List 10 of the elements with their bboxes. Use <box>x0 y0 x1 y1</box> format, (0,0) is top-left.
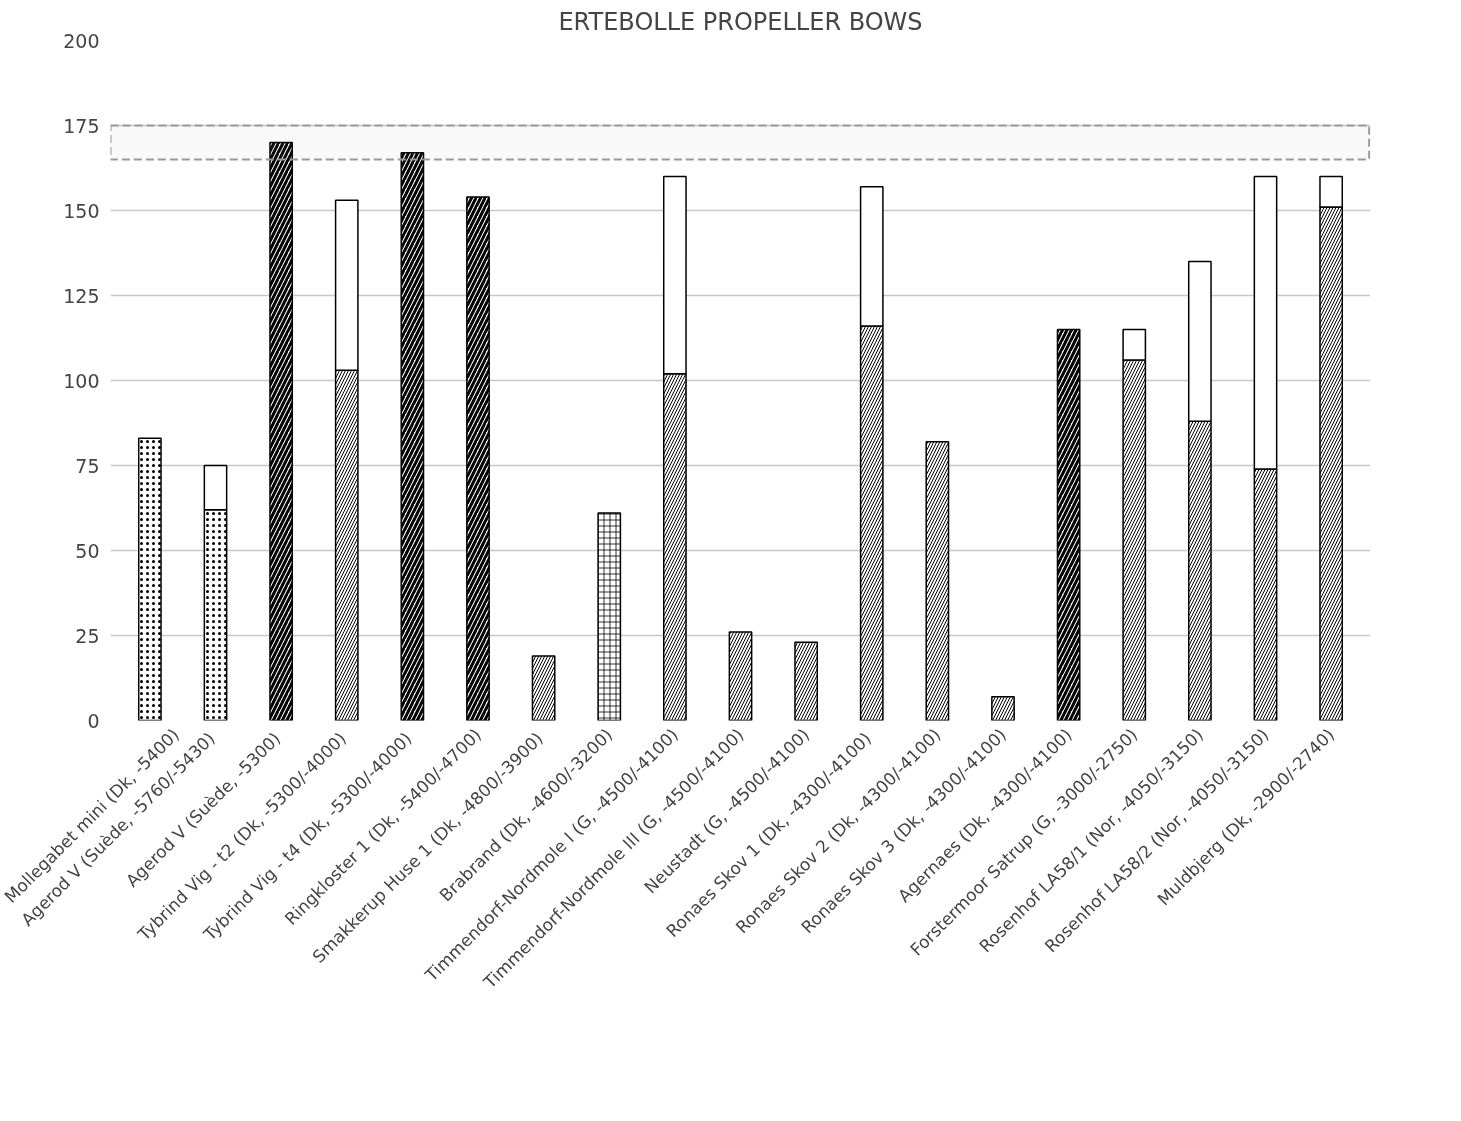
y-tick-label: 0 <box>87 709 100 732</box>
y-tick-label: 100 <box>63 369 100 392</box>
y-tick-label: 150 <box>63 199 100 222</box>
y-tick-label: 75 <box>75 454 100 477</box>
y-tick-label: 125 <box>63 284 100 307</box>
y-tick-label: 200 <box>63 29 100 52</box>
chart-title: ERTEBOLLE PROPELLER BOWS <box>558 7 923 36</box>
y-tick-label: 50 <box>75 539 100 562</box>
y-tick-label: 175 <box>63 114 100 137</box>
y-tick-label: 25 <box>75 624 100 647</box>
